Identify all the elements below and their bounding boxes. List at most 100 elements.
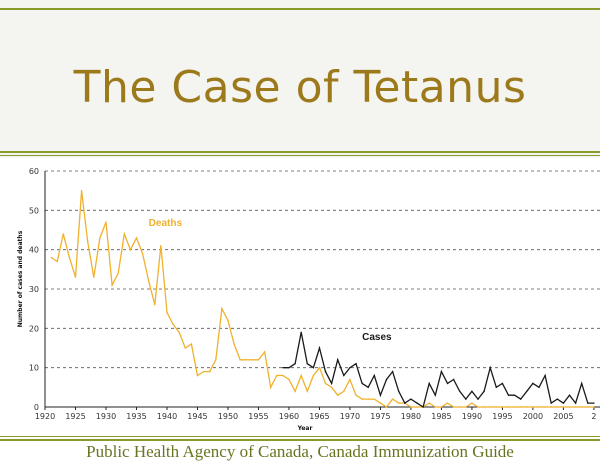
x-tick-label: 1980 [401,412,421,421]
data-point-deaths [215,359,217,361]
data-point-deaths [446,402,449,404]
data-point-deaths [269,386,272,389]
data-point-deaths [526,406,528,408]
data-point-deaths [440,406,443,408]
data-point-deaths [190,343,193,345]
data-point-deaths [294,390,296,392]
data-point-deaths [489,406,491,408]
data-point-deaths [373,398,376,400]
x-tick-label: 1990 [462,412,482,421]
data-point-cases [318,347,321,349]
data-point-deaths [398,402,400,404]
data-point-cases [513,394,516,396]
x-tick-label: 1955 [248,412,268,421]
data-point-cases [391,370,394,373]
data-point-deaths [147,280,150,282]
data-point-deaths [428,402,430,404]
data-point-deaths [208,370,211,373]
data-point-deaths [593,406,595,408]
data-point-cases [343,374,345,377]
data-point-cases [282,366,284,369]
data-point-deaths [550,406,552,408]
data-point-cases [532,382,534,385]
data-point-deaths [160,245,162,247]
data-point-deaths [391,398,394,400]
x-tick-label: 1995 [492,412,512,421]
title-rule-lower [0,155,600,156]
y-axis-title: Number of cases and deaths [17,230,24,327]
data-point-deaths [349,378,351,381]
x-tick-label: 2 [591,412,596,421]
data-point-deaths [434,406,437,408]
data-point-deaths [361,398,363,400]
top-rule [0,8,600,10]
data-point-deaths [343,390,345,392]
data-point-cases [440,370,443,373]
data-point-cases [465,398,467,400]
data-point-deaths [544,406,546,408]
data-point-cases [520,398,522,400]
data-point-cases [398,390,400,392]
y-tick-label: 10 [29,364,39,373]
data-point-deaths [379,402,382,404]
data-point-deaths [471,402,473,404]
data-point-deaths [501,406,504,408]
data-point-deaths [105,221,107,223]
data-point-deaths [56,260,58,263]
data-point-cases [459,390,461,392]
data-point-cases [568,394,571,396]
data-point-deaths [129,248,132,251]
caption-rule-lower [0,439,600,441]
x-tick-label: 1925 [65,412,85,421]
data-point-deaths [239,359,241,361]
data-point-deaths [111,284,113,286]
x-tick-label: 1920 [35,412,55,421]
data-point-deaths [495,406,498,408]
data-point-cases [526,390,528,392]
data-point-cases [556,398,559,400]
data-point-cases [446,382,449,385]
data-point-cases [330,382,333,385]
data-point-deaths [581,406,583,408]
y-tick-label: 40 [29,246,39,255]
data-point-deaths [318,366,321,369]
data-point-cases [410,398,412,400]
series-line-deaths [50,190,594,408]
data-point-deaths [172,323,174,326]
x-tick-label: 1965 [309,412,329,421]
data-point-deaths [416,406,418,408]
data-point-cases [581,382,583,385]
x-tick-label: 1985 [431,412,451,421]
data-point-cases [294,363,296,365]
data-point-deaths [263,351,266,353]
data-point-deaths [86,241,89,243]
series-label-cases: Cases [362,332,392,343]
x-tick-label: 1935 [126,412,146,421]
data-point-cases [379,394,382,396]
data-point-cases [562,402,565,404]
data-point-deaths [385,406,388,408]
data-point-cases [428,382,430,385]
data-point-deaths [74,276,77,278]
data-point-deaths [141,252,144,255]
data-point-cases [434,394,437,396]
y-tick-label: 20 [29,324,39,333]
y-tick-label: 30 [29,285,39,294]
data-point-deaths [257,359,260,361]
data-point-deaths [324,382,327,385]
series-line-cases [282,332,594,409]
data-point-deaths [532,406,534,408]
data-point-deaths [154,304,156,306]
x-tick-label: 1930 [96,412,116,421]
data-point-deaths [227,319,229,322]
data-point-cases [306,363,308,365]
x-tick-label: 1970 [340,412,360,421]
data-point-deaths [538,406,540,408]
x-tick-label: 2000 [523,412,543,421]
data-point-cases [477,398,479,400]
data-point-deaths [568,406,571,408]
data-point-deaths [465,406,467,408]
data-point-deaths [178,331,180,333]
data-point-cases [404,402,406,404]
caption-rule-upper [0,436,600,437]
